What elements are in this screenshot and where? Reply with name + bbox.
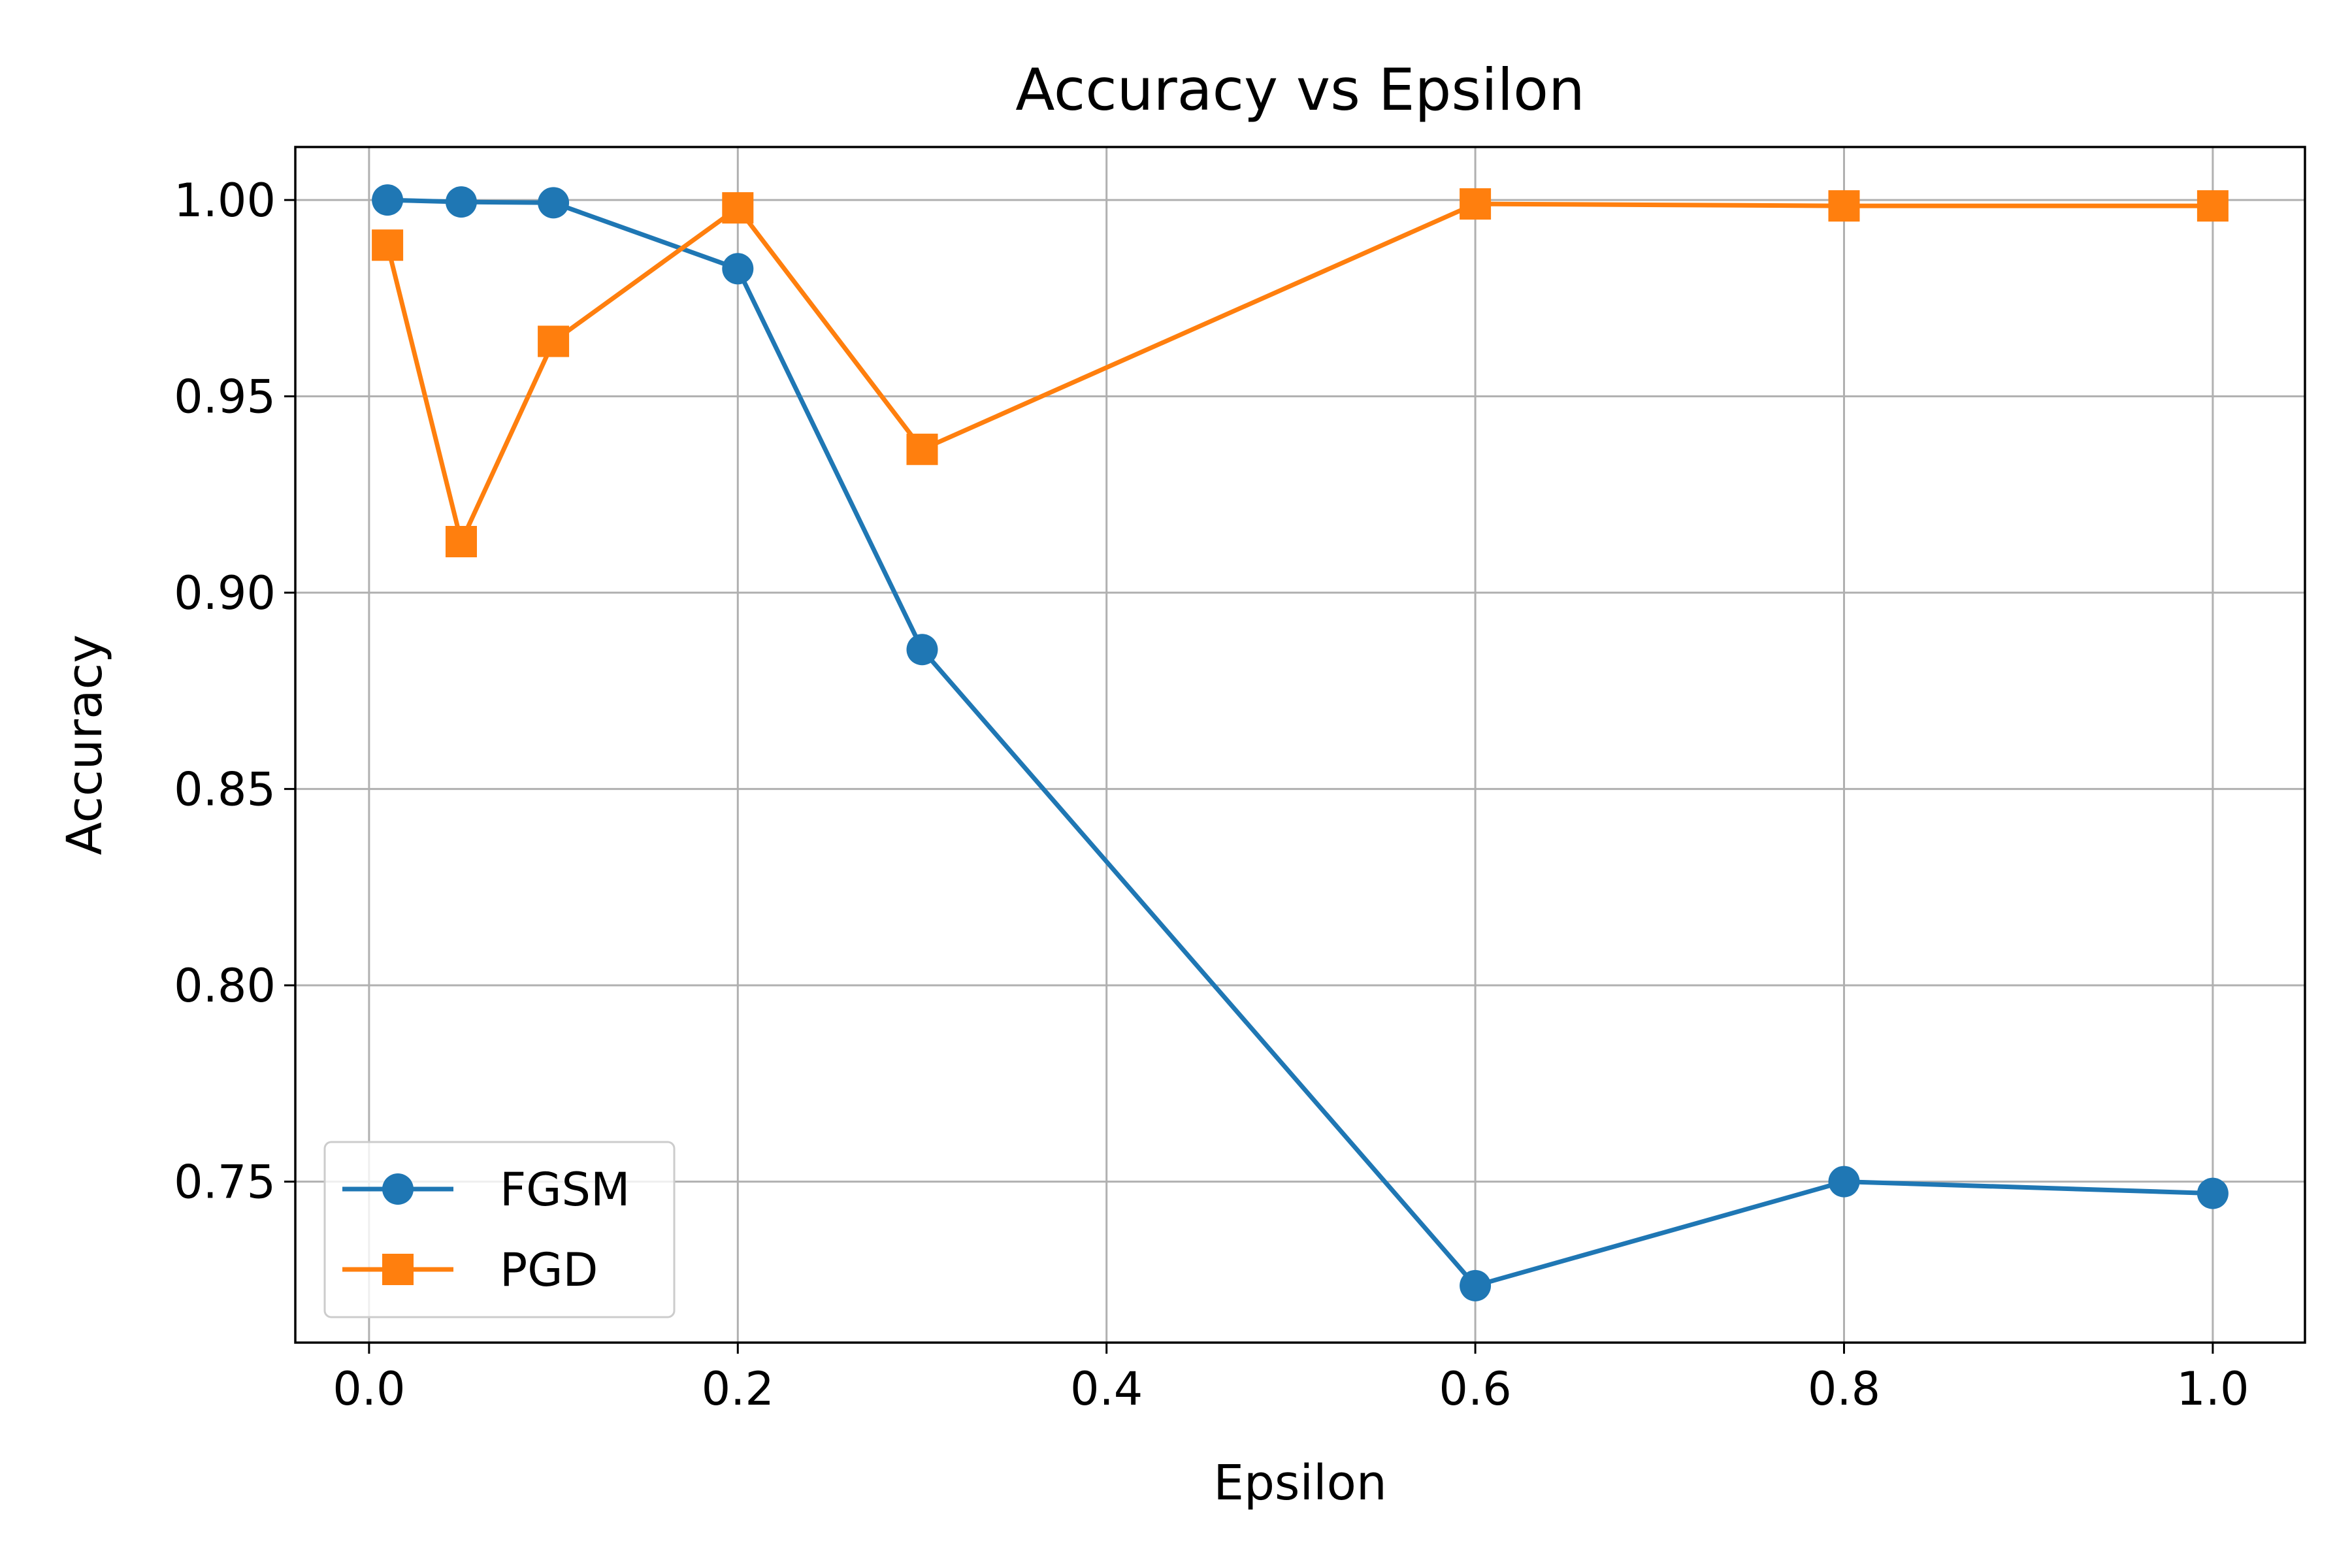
pgd-point xyxy=(538,325,570,357)
y-tick-label: 0.80 xyxy=(174,959,276,1013)
fgsm-point xyxy=(445,186,477,218)
fgsm-point xyxy=(722,253,754,285)
x-tick-label: 0.0 xyxy=(333,1362,405,1416)
pgd-point xyxy=(372,229,404,261)
data-series xyxy=(372,184,2229,1301)
fgsm-legend-label: FGSM xyxy=(500,1163,630,1217)
chart-title: Accuracy vs Epsilon xyxy=(1015,56,1584,123)
fgsm-point xyxy=(372,184,404,216)
axis-ticks: 0.0 0.2 0.4 0.6 0.8 1.0 0.75 0.80 0.85 0.90 0.95 1.… xyxy=(174,174,2249,1416)
y-tick-label: 0.75 xyxy=(174,1156,276,1209)
pgd-point xyxy=(722,192,754,224)
y-axis-label: Accuracy xyxy=(57,634,113,855)
fgsm-legend-marker xyxy=(382,1173,414,1205)
y-tick-label: 0.90 xyxy=(174,566,276,620)
pgd-line xyxy=(385,201,2213,544)
pgd-series xyxy=(372,188,2229,557)
y-tick-label: 0.85 xyxy=(174,763,276,817)
fgsm-point xyxy=(538,187,570,219)
x-tick-label: 0.4 xyxy=(1070,1362,1143,1416)
fgsm-point xyxy=(906,634,938,666)
y-tick-label: 0.95 xyxy=(174,370,276,424)
fgsm-point xyxy=(2197,1177,2229,1209)
pgd-point xyxy=(906,433,938,465)
legend: FGSM PGD xyxy=(323,1141,676,1318)
x-tick-label: 1.0 xyxy=(2176,1362,2249,1416)
x-tick-label: 0.6 xyxy=(1439,1362,1511,1416)
pgd-point xyxy=(1828,190,1860,222)
fgsm-point xyxy=(1828,1166,1860,1198)
fgsm-point xyxy=(1460,1269,1492,1301)
fgsm-series xyxy=(372,184,2229,1301)
x-axis-label: Epsilon xyxy=(1213,1455,1387,1511)
pgd-point xyxy=(1460,188,1492,220)
pgd-point xyxy=(445,525,477,557)
x-tick-label: 0.8 xyxy=(1808,1362,1880,1416)
pgd-legend-label: PGD xyxy=(500,1243,598,1297)
x-tick-label: 0.2 xyxy=(702,1362,774,1416)
plot-frame xyxy=(294,146,2306,1344)
pgd-point xyxy=(2197,190,2229,222)
y-tick-label: 1.00 xyxy=(174,174,276,227)
pgd-legend-marker xyxy=(382,1254,414,1285)
